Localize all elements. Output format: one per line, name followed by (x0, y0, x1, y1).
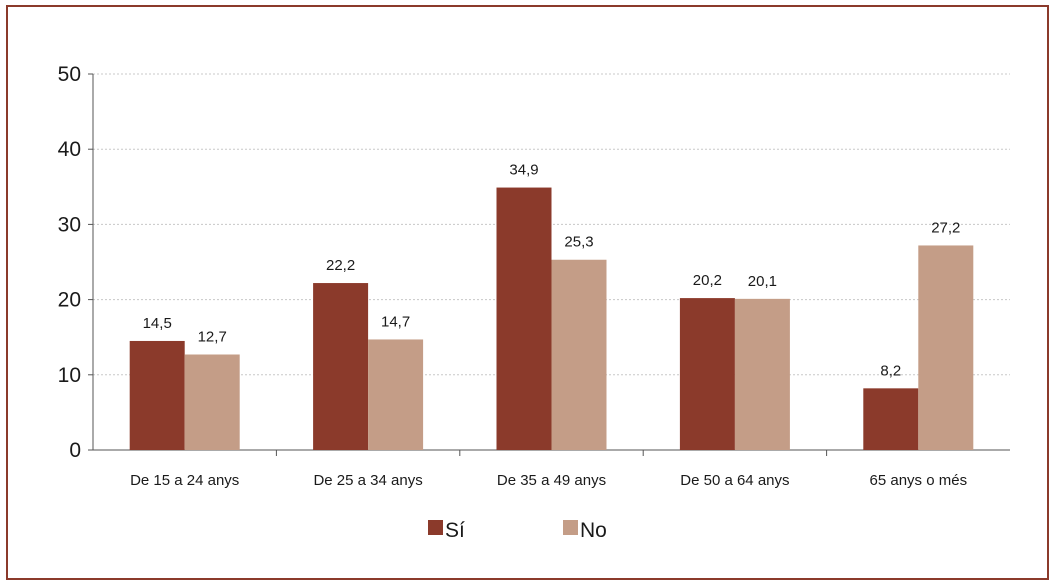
data-label: 34,9 (509, 162, 538, 179)
bar-si (679, 298, 735, 450)
data-label: 14,7 (381, 313, 410, 330)
y-tick-label: 0 (69, 439, 81, 462)
bar-no (918, 245, 974, 450)
y-tick-label: 30 (58, 213, 81, 236)
data-label: 14,5 (143, 315, 172, 332)
data-label: 22,2 (326, 257, 355, 274)
data-label: 27,2 (931, 219, 960, 236)
data-label: 12,7 (198, 328, 227, 345)
legend-label: No (580, 519, 607, 542)
data-label: 25,3 (564, 234, 593, 251)
bar-no (184, 354, 240, 450)
category-label: De 50 a 64 anys (680, 472, 789, 489)
category-label: De 15 a 24 anys (130, 472, 239, 489)
y-axis: 0 10 20 30 40 50 (58, 63, 94, 462)
bar-no (734, 298, 790, 450)
data-label: 8,2 (880, 362, 901, 379)
x-axis: De 15 a 24 anys De 25 a 34 anys De 35 a 49… (93, 449, 1010, 489)
gridlines (93, 73, 1010, 376)
data-label: 20,1 (748, 273, 777, 290)
bar-si (496, 187, 552, 450)
category-label: 65 anys o més (870, 472, 968, 489)
bar-si (129, 340, 185, 450)
y-tick-label: 40 (58, 138, 81, 161)
legend-swatch-no (563, 520, 578, 535)
bars (129, 187, 974, 450)
y-tick-label: 50 (58, 63, 81, 86)
legend: Sí No (428, 519, 607, 542)
legend-swatch-si (428, 520, 443, 535)
bar-si (313, 283, 369, 450)
bar-no (551, 259, 607, 450)
data-label: 20,2 (693, 272, 722, 289)
bar-si (863, 388, 919, 450)
legend-label: Sí (445, 519, 465, 542)
bar-no (368, 339, 424, 450)
y-tick-label: 10 (58, 364, 81, 387)
y-tick-label: 20 (58, 289, 81, 312)
data-labels: 14,5 12,7 22,2 14,7 34,9 25,3 20,2 20,1 8,2 27,2 (143, 162, 961, 380)
category-label: De 35 a 49 anys (497, 472, 606, 489)
category-label: De 25 a 34 anys (313, 472, 422, 489)
